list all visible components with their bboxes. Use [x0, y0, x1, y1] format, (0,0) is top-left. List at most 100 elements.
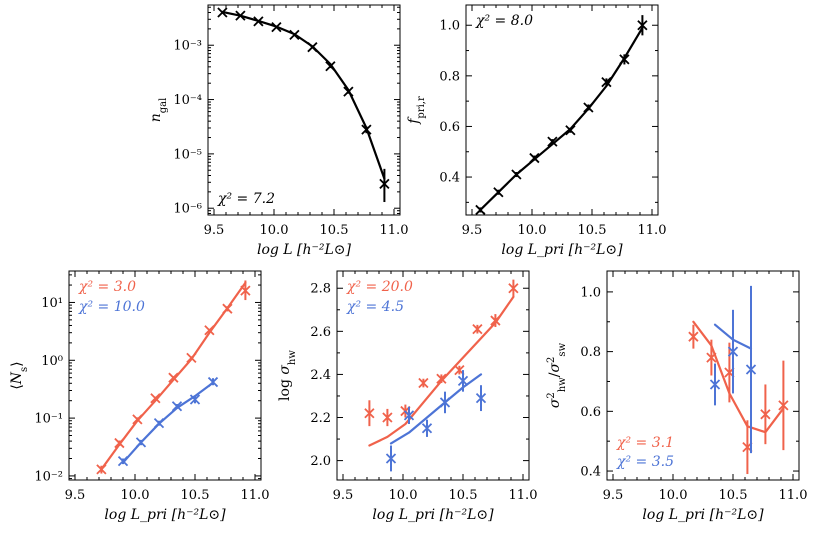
x-tick-label: 11.0 — [509, 488, 538, 503]
data-point — [186, 352, 197, 364]
data-point — [472, 324, 483, 335]
y-tick-label: 10⁻³ — [173, 39, 202, 54]
panel-ngal: 9.5 10.0 10.5 11.0 10⁻⁶ 10⁻⁵ 10⁻⁴ 10⁻³ log L [h⁻… — [148, 4, 409, 258]
panel-sigma-hw: 9.5 10.0 10.5 11.0 2.0 2.2 2.4 2.6 2.8 log L_pri … — [277, 270, 538, 523]
series-blue — [709, 285, 757, 454]
x-tick-label: 11.0 — [241, 488, 270, 503]
data-point — [493, 187, 504, 198]
data-point — [418, 377, 429, 389]
data-point — [235, 10, 246, 21]
data-point — [171, 401, 183, 412]
data-point — [217, 7, 228, 18]
data-point — [150, 393, 161, 404]
data-point — [289, 29, 300, 41]
data-point — [778, 400, 789, 411]
data-point — [379, 178, 390, 190]
y-axis-label: log σhw — [277, 350, 298, 401]
data-point — [189, 394, 201, 405]
x-axis-label: log L_pri [h⁻²L⊙] — [372, 507, 494, 523]
x-tick-label: 10.5 — [449, 488, 478, 503]
x-tick-label: 9.5 — [333, 488, 354, 503]
data-point — [204, 325, 215, 336]
data-point — [343, 86, 354, 97]
model-line-blue — [389, 373, 483, 445]
chi-square-label: χ² = 10.0 — [78, 299, 145, 315]
data-point — [117, 456, 129, 467]
data-point — [583, 102, 594, 113]
data-point — [403, 410, 415, 421]
data-point — [760, 409, 771, 420]
panel-ns: 9.5 10.0 10.5 11.0 10⁻² 10⁻¹ 10⁰ 10¹ log L_pri [… — [9, 270, 270, 523]
data-point — [457, 375, 469, 387]
data-point — [421, 423, 433, 434]
y-tick-label: 10⁻⁵ — [173, 147, 202, 162]
data-point — [439, 397, 451, 408]
chi-square-label: χ² = 3.5 — [616, 454, 674, 470]
data-point — [688, 331, 699, 342]
x-tick-label: 10.5 — [578, 223, 607, 238]
x-tick-label: 9.5 — [462, 223, 483, 238]
x-tick-label: 10.0 — [121, 488, 150, 503]
chi-square-label: χ² = 8.0 — [475, 13, 533, 29]
x-tick-label: 9.5 — [603, 488, 624, 503]
data-point — [253, 16, 264, 27]
data-point — [508, 283, 519, 294]
chi-square-label: χ² = 3.1 — [616, 435, 674, 451]
y-tick-label: 0.6 — [439, 120, 460, 135]
series-red — [364, 279, 519, 447]
series-red — [688, 320, 789, 475]
x-tick-label: 10.0 — [389, 488, 418, 503]
model-line-model — [221, 10, 386, 180]
chi-square-label: χ² = 3.0 — [78, 279, 136, 295]
data-point — [637, 20, 648, 31]
data-point — [745, 364, 757, 375]
data-point — [207, 376, 219, 388]
axes-frame — [207, 4, 401, 216]
model-line-red — [368, 295, 515, 447]
data-point — [709, 379, 721, 390]
y-tick-label: 1.0 — [580, 285, 601, 300]
data-point — [601, 77, 612, 88]
x-tick-label: 10.0 — [518, 223, 547, 238]
data-point — [307, 42, 318, 53]
data-point — [271, 22, 282, 33]
y-axis-label: fpri,r — [406, 96, 427, 125]
axes-frame — [336, 270, 530, 481]
x-tick-label: 9.5 — [204, 223, 225, 238]
y-tick-label: 0.4 — [580, 465, 601, 480]
y-tick-label: 10⁻² — [34, 469, 63, 484]
series-red — [96, 280, 251, 475]
series-model — [475, 15, 648, 216]
x-tick-label: 10.0 — [659, 488, 688, 503]
y-tick-label: 0.4 — [439, 171, 460, 186]
y-axis-label: ngal — [148, 98, 169, 123]
model-line-model — [479, 26, 644, 211]
y-tick-label: 0.6 — [580, 405, 601, 420]
y-tick-label: 2.4 — [310, 368, 331, 383]
y-axis-label: σ2hw/σ2sw — [546, 342, 568, 408]
chi-square-label: χ² = 20.0 — [346, 279, 413, 295]
data-point — [619, 54, 630, 65]
panel-sigma-ratio: 9.5 10.0 10.5 11.0 0.4 0.6 0.8 1.0 log L_pri [h⁻… — [546, 270, 807, 523]
data-point — [565, 125, 576, 136]
data-point — [222, 303, 233, 314]
data-point — [114, 437, 125, 449]
data-point — [706, 352, 717, 363]
x-tick-label: 10.0 — [260, 223, 289, 238]
data-point — [490, 315, 501, 326]
axes-frame — [68, 270, 262, 481]
data-point — [436, 373, 447, 384]
x-axis-label: log L [h⁻²L⊙] — [257, 242, 352, 258]
data-point — [168, 372, 179, 383]
data-point — [511, 169, 522, 180]
panel-fpri: 9.5 10.0 10.5 11.0 0.4 0.6 0.8 1.0 log L_pri [h⁻… — [406, 4, 666, 258]
data-point — [135, 437, 147, 448]
y-tick-label: 10⁻⁴ — [173, 93, 202, 108]
x-tick-label: 11.0 — [380, 223, 409, 238]
data-point — [132, 414, 143, 425]
chi-square-label: χ² = 7.2 — [217, 191, 275, 207]
model-line-red — [100, 281, 247, 471]
series-blue — [385, 370, 487, 472]
y-tick-label: 10⁻⁶ — [173, 202, 202, 217]
